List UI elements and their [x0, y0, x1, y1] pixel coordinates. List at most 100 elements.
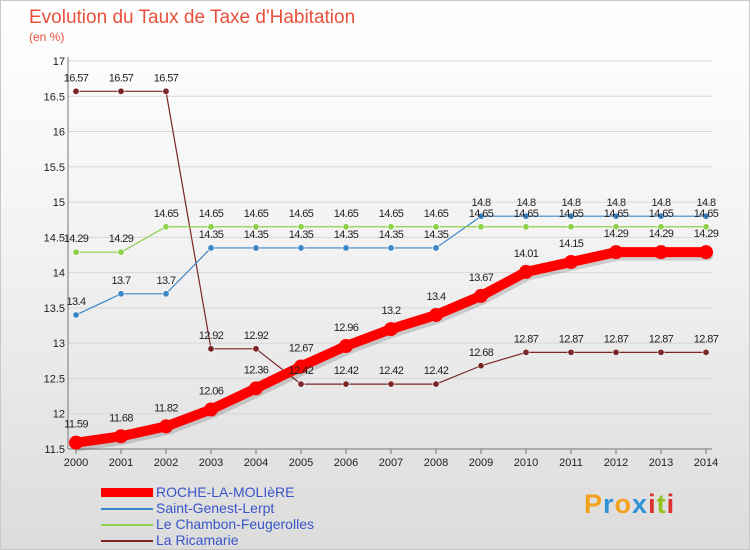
data-label-la-ricamarie: 12.92 [244, 330, 269, 342]
data-point-roche-la-moliere [474, 288, 488, 303]
data-point-le-chambon-feugerolles [342, 223, 350, 231]
data-label-roche-la-moliere: 12.06 [199, 385, 224, 397]
data-point-roche-la-moliere [294, 359, 308, 374]
legend-swatch-la-ricamarie [101, 540, 153, 542]
data-labels-saint-genest-lerpt: 13.4 13.7 13.7 14.35 14.35 14.35 14.35 14.35 14.… [66, 197, 716, 308]
y-tick-label: 13 [53, 338, 65, 350]
data-label-la-ricamarie: 12.87 [514, 333, 539, 345]
x-tick-label: 2004 [244, 457, 268, 469]
data-point-le-chambon-feugerolles [702, 223, 710, 231]
data-point-roche-la-moliere [429, 307, 443, 322]
data-label-saint-genest-lerpt: 14.35 [334, 229, 359, 241]
data-label-le-chambon-feugerolles: 14.65 [694, 208, 719, 220]
data-label-la-ricamarie: 12.87 [694, 333, 719, 345]
data-label-le-chambon-feugerolles: 14.65 [514, 208, 539, 220]
data-label-saint-genest-lerpt: 14.35 [289, 229, 314, 241]
series-le-chambon-feugerolles [72, 223, 710, 256]
data-label-le-chambon-feugerolles: 14.65 [469, 208, 494, 220]
data-point-saint-genest-lerpt [702, 212, 710, 220]
data-point-saint-genest-lerpt [657, 212, 665, 220]
data-label-roche-la-moliere: 11.59 [64, 419, 88, 431]
data-label-roche-la-moliere: 13.4 [426, 291, 445, 303]
y-tick-label: 14.5 [44, 232, 65, 244]
data-point-saint-genest-lerpt [387, 244, 395, 252]
data-point-la-ricamarie [567, 348, 575, 356]
data-label-saint-genest-lerpt: 14.35 [199, 229, 224, 241]
x-tick-label: 2012 [604, 457, 628, 469]
logo-letter: x [632, 489, 649, 519]
data-label-roche-la-moliere: 14.29 [649, 228, 674, 240]
data-label-roche-la-moliere: 12.36 [244, 364, 269, 376]
data-point-le-chambon-feugerolles [252, 223, 260, 231]
data-point-la-ricamarie [387, 380, 395, 388]
data-point-le-chambon-feugerolles [207, 223, 215, 231]
data-label-saint-genest-lerpt: 14.8 [696, 197, 715, 209]
data-point-roche-la-moliere [69, 435, 83, 450]
data-point-saint-genest-lerpt [342, 244, 350, 252]
data-point-saint-genest-lerpt [477, 212, 485, 220]
legend-label-saint-genest-lerpt: Saint-Genest-Lerpt [156, 500, 275, 516]
data-point-la-ricamarie [297, 380, 305, 388]
data-label-roche-la-moliere: 14.29 [604, 228, 629, 240]
data-point-la-ricamarie [207, 345, 215, 353]
data-point-la-ricamarie [522, 348, 530, 356]
data-point-roche-la-moliere [159, 419, 173, 434]
data-label-la-ricamarie: 12.87 [604, 333, 629, 345]
data-point-roche-la-moliere [384, 322, 398, 337]
x-tick-label: 2013 [649, 457, 673, 469]
chart-subtitle: (en %) [29, 30, 65, 44]
data-labels-la-ricamarie: 16.57 16.57 16.57 12.92 12.92 12.42 12.42 12.42… [64, 72, 720, 377]
data-label-saint-genest-lerpt: 13.4 [66, 296, 85, 308]
y-tick-label: 13.5 [44, 303, 65, 315]
data-label-saint-genest-lerpt: 14.8 [651, 197, 670, 209]
data-point-roche-la-moliere [114, 429, 128, 444]
series-saint-genest-lerpt [72, 212, 710, 319]
y-tick-label: 15.5 [44, 162, 65, 174]
data-point-saint-genest-lerpt [297, 244, 305, 252]
data-label-roche-la-moliere: 14.29 [694, 228, 719, 240]
data-label-roche-la-moliere: 13.67 [469, 272, 494, 284]
data-label-le-chambon-feugerolles: 14.65 [379, 208, 404, 220]
x-tick-label: 2006 [334, 457, 358, 469]
data-point-la-ricamarie [342, 380, 350, 388]
data-label-le-chambon-feugerolles: 14.65 [244, 208, 269, 220]
logo-letter: P [584, 489, 604, 519]
x-tick-label: 2009 [469, 457, 493, 469]
data-label-le-chambon-feugerolles: 14.65 [559, 208, 584, 220]
legend-label-roche-la-moliere: ROCHE-LA-MOLIèRE [156, 484, 295, 500]
y-tick-label: 11.5 [44, 444, 65, 456]
data-point-roche-la-moliere [609, 245, 623, 260]
data-point-saint-genest-lerpt [612, 212, 620, 220]
chart-title: Evolution du Taux de Taxe d'Habitation [29, 7, 356, 28]
y-tick-label: 17 [53, 56, 65, 68]
data-point-la-ricamarie [117, 87, 125, 95]
data-point-le-chambon-feugerolles [387, 223, 395, 231]
data-point-la-ricamarie [252, 345, 260, 353]
data-point-saint-genest-lerpt [522, 212, 530, 220]
data-point-saint-genest-lerpt [207, 244, 215, 252]
logo-letter: t [656, 489, 667, 519]
series-roche-la-moliere [69, 245, 714, 452]
data-label-la-ricamarie: 12.42 [334, 365, 359, 377]
data-label-saint-genest-lerpt: 14.35 [244, 229, 269, 241]
data-point-le-chambon-feugerolles [657, 223, 665, 231]
data-point-le-chambon-feugerolles [522, 223, 530, 231]
y-tick-label: 16 [53, 127, 65, 139]
data-label-saint-genest-lerpt: 14.35 [379, 229, 404, 241]
data-point-roche-la-moliere [339, 339, 353, 354]
data-point-la-ricamarie [702, 348, 710, 356]
data-label-la-ricamarie: 12.68 [469, 347, 494, 359]
data-label-saint-genest-lerpt: 14.8 [606, 197, 625, 209]
data-label-saint-genest-lerpt: 13.7 [111, 275, 130, 287]
data-label-saint-genest-lerpt: 13.7 [156, 275, 175, 287]
data-label-le-chambon-feugerolles: 14.29 [109, 233, 134, 245]
data-label-la-ricamarie: 16.57 [154, 72, 179, 84]
data-label-la-ricamarie: 12.42 [289, 365, 314, 377]
legend-label-le-chambon-feugerolles: Le Chambon-Feugerolles [156, 516, 314, 532]
data-label-la-ricamarie: 12.42 [379, 365, 404, 377]
data-point-la-ricamarie [72, 87, 80, 95]
legend-swatch-saint-genest-lerpt [101, 508, 153, 510]
data-point-saint-genest-lerpt [162, 290, 170, 298]
